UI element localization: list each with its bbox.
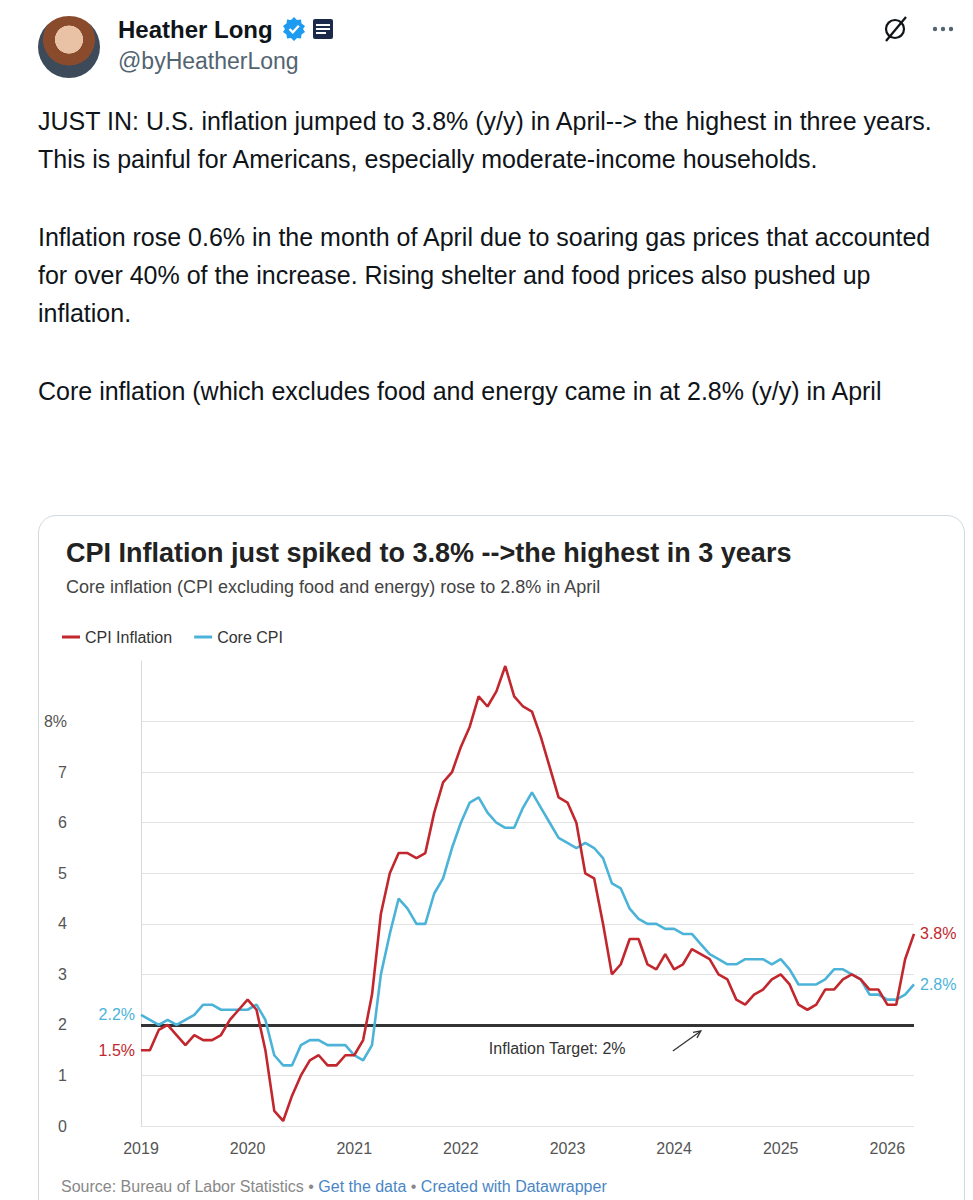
svg-text:2: 2 bbox=[58, 1016, 67, 1033]
html-text:Core inflation (which excludes: Core inflation (which excludes food and … bbox=[38, 377, 882, 405]
svg-text:1.5%: 1.5% bbox=[99, 1042, 135, 1059]
html-text:Heather Long: Heather Long bbox=[118, 16, 273, 43]
svg-text:CPI Inflation: CPI Inflation bbox=[85, 629, 172, 646]
svg-text:Core CPI: Core CPI bbox=[217, 629, 283, 646]
svg-text:3.8%: 3.8% bbox=[920, 925, 956, 942]
svg-text:2024: 2024 bbox=[656, 1140, 692, 1157]
svg-text:2020: 2020 bbox=[230, 1140, 266, 1157]
svg-text:Inflation Target: 2%: Inflation Target: 2% bbox=[489, 1040, 626, 1057]
html-text:@byHeatherLong: @byHeatherLong bbox=[118, 48, 299, 74]
svg-text:6: 6 bbox=[58, 814, 67, 831]
svg-text:2023: 2023 bbox=[550, 1140, 586, 1157]
svg-text:3: 3 bbox=[58, 966, 67, 983]
svg-text:7: 7 bbox=[58, 764, 67, 781]
svg-text:Core inflation (CPI excluding: Core inflation (CPI excluding food and e… bbox=[66, 577, 600, 597]
svg-text:1: 1 bbox=[58, 1067, 67, 1084]
svg-text:2021: 2021 bbox=[336, 1140, 372, 1157]
svg-text:2025: 2025 bbox=[763, 1140, 799, 1157]
svg-text:2026: 2026 bbox=[870, 1140, 906, 1157]
svg-text:8%: 8% bbox=[44, 713, 67, 730]
html-text:Inflation rose 0.6% in the mon: Inflation rose 0.6% in the month of Apri… bbox=[38, 223, 931, 327]
svg-text:0: 0 bbox=[58, 1118, 67, 1135]
svg-text:CPI Inflation just spiked to 3: CPI Inflation just spiked to 3.8% -->the… bbox=[66, 538, 791, 568]
svg-text:5: 5 bbox=[58, 865, 67, 882]
svg-text:2.8%: 2.8% bbox=[920, 976, 956, 993]
svg-text:2019: 2019 bbox=[123, 1140, 159, 1157]
html-text:JUST IN: U.S. inflation jumped: JUST IN: U.S. inflation jumped to 3.8% (… bbox=[38, 107, 932, 173]
svg-text:4: 4 bbox=[58, 915, 67, 932]
svg-text:2.2%: 2.2% bbox=[99, 1006, 135, 1023]
html-text:Source: Bureau of Labor Statis: Source: Bureau of Labor Statistics • Get… bbox=[61, 1178, 607, 1195]
svg-text:2022: 2022 bbox=[443, 1140, 479, 1157]
